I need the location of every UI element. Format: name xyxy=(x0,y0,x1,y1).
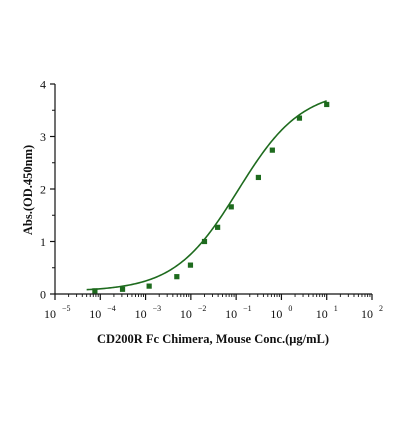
x-tick-label: 10 xyxy=(316,307,328,321)
x-tick-exponent: 0 xyxy=(288,304,292,313)
data-point xyxy=(269,147,275,153)
data-point xyxy=(187,262,194,268)
x-tick-label: 10 xyxy=(180,307,192,321)
data-point xyxy=(119,286,126,292)
x-tick-exponent: −1 xyxy=(243,304,252,313)
x-tick-exponent: 2 xyxy=(379,304,383,313)
x-tick-label: 10 xyxy=(270,307,282,321)
y-axis-ticks: 0 1 2 3 4 xyxy=(40,78,55,302)
y-tick-label: 2 xyxy=(40,183,46,197)
data-point xyxy=(201,238,208,245)
x-tick-exponent: −4 xyxy=(107,304,116,313)
data-point xyxy=(92,288,98,294)
x-tick-label: 10 xyxy=(361,307,373,321)
y-axis-title: Abs.(OD.450nm) xyxy=(21,145,35,235)
x-tick-exponent: −5 xyxy=(62,304,71,313)
y-tick-label: 0 xyxy=(40,288,46,302)
data-point xyxy=(255,174,261,181)
x-axis-ticks: 10 −5 10 −4 10 −3 10 −2 10 −1 10 0 10 1 10 2 xyxy=(44,294,383,321)
x-tick-exponent: −3 xyxy=(153,304,162,313)
data-point xyxy=(215,224,221,230)
x-tick-label: 10 xyxy=(135,307,147,321)
x-tick-exponent: 1 xyxy=(334,304,338,313)
data-point xyxy=(146,283,152,289)
data-point xyxy=(228,204,234,210)
x-tick-label: 10 xyxy=(225,307,237,321)
x-tick-label: 10 xyxy=(89,307,101,321)
y-tick-label: 1 xyxy=(40,235,46,249)
axes xyxy=(54,84,372,295)
x-tick-label: 10 xyxy=(44,307,56,321)
data-points xyxy=(92,101,330,294)
x-tick-exponent: −2 xyxy=(198,304,207,313)
y-tick-label: 3 xyxy=(40,130,46,144)
data-point xyxy=(324,101,330,108)
y-tick-label: 4 xyxy=(40,78,46,92)
x-axis-title: CD200R Fc Chimera, Mouse Conc.(μg/mL) xyxy=(97,332,329,346)
data-point xyxy=(296,115,303,121)
fit-curve xyxy=(86,100,327,291)
data-point xyxy=(174,274,180,280)
